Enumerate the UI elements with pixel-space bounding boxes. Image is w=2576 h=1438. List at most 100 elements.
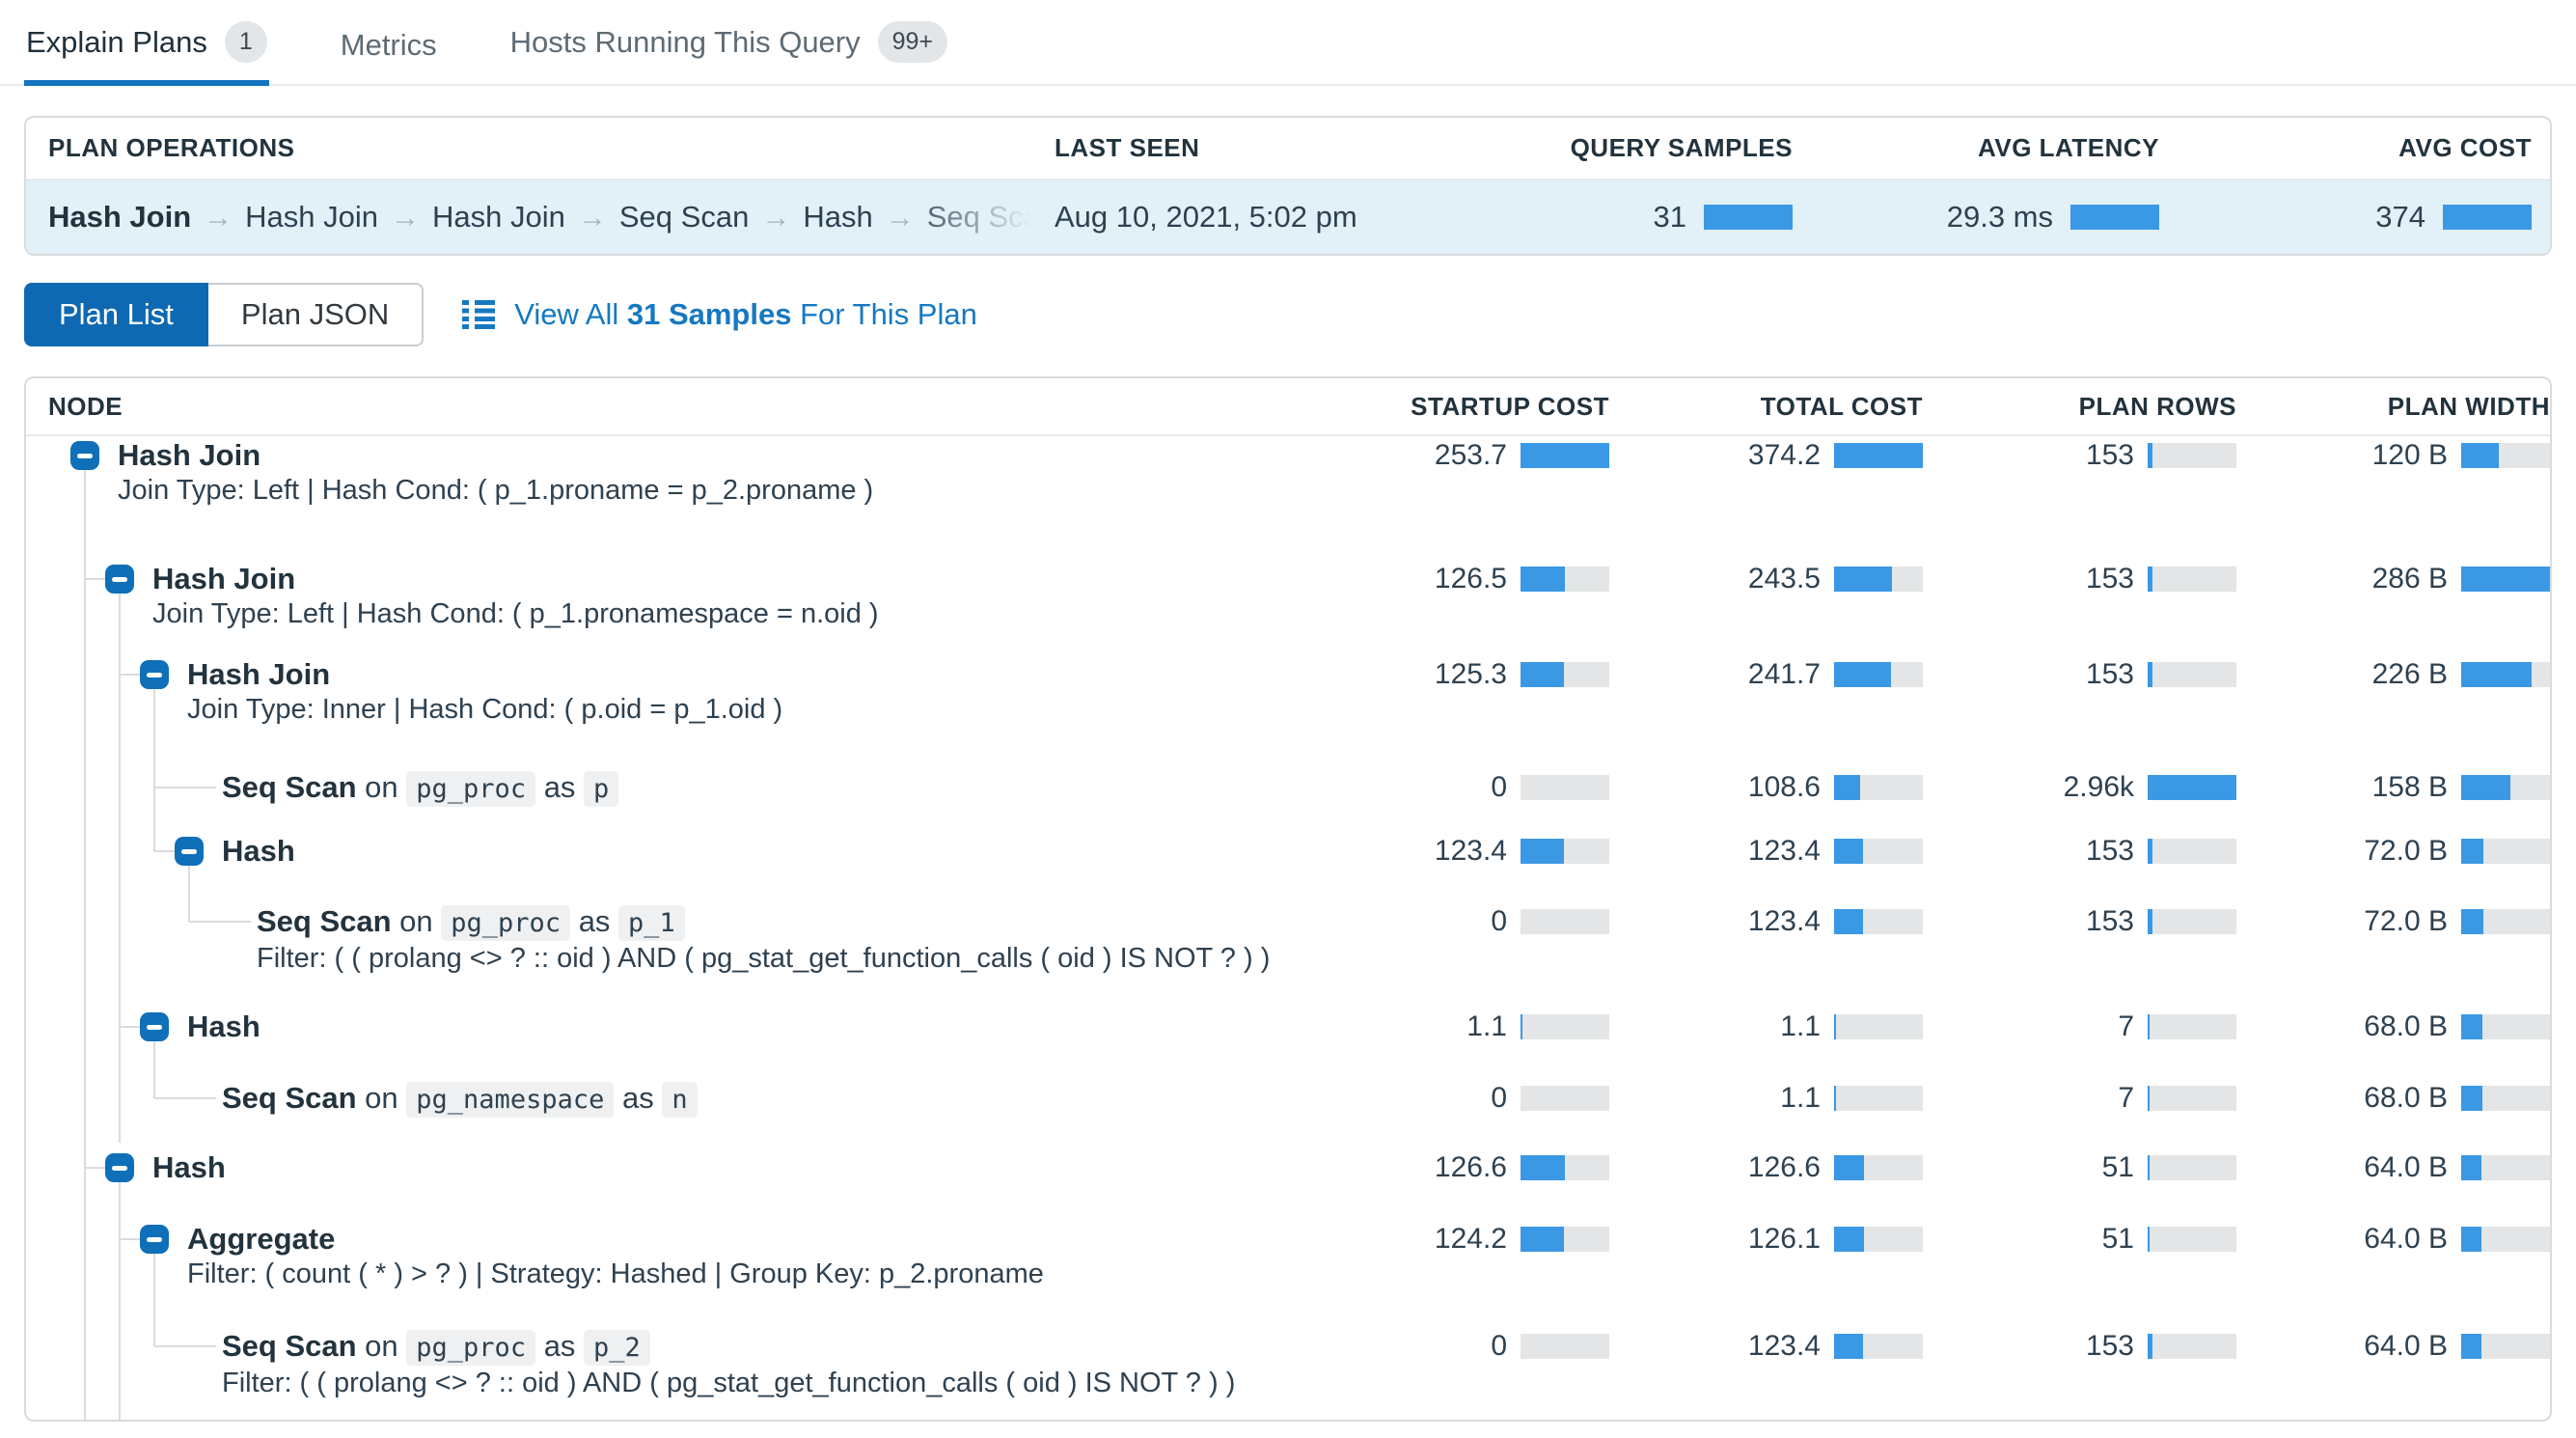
query-samples-value: 31 [1653, 200, 1686, 234]
metric-cell: 0 [1296, 745, 1609, 818]
metric-bar [2148, 775, 2236, 800]
metric-value: 64.0 B [2364, 1151, 2448, 1183]
tab-explain-plans[interactable]: Explain Plans 1 [24, 0, 269, 86]
metric-cell: 0 [1296, 1069, 1609, 1143]
tree-guide-line [119, 745, 121, 818]
tab-hosts-running-label: Hosts Running This Query [509, 24, 861, 59]
node-text-block: Seq Scan on pg_proc as p_1 Filter: ( ( pr… [257, 892, 1296, 978]
metric-bar [1521, 1155, 1609, 1180]
node-title: Seq Scan on pg_proc as p_1 [257, 905, 1296, 941]
table-name-chip: pg_proc [406, 1330, 536, 1366]
node-cell: Hash Join Join Type: Left | Hash Cond: ( … [26, 436, 1296, 529]
metric-value: 123.4 [1747, 1330, 1821, 1362]
metric-cell: 7 [1923, 1004, 2236, 1069]
metric-bar [1834, 1086, 1923, 1111]
tree-connector-line [189, 921, 251, 923]
tab-hosts-running[interactable]: Hosts Running This Query 99+ [508, 0, 949, 86]
plan-summary-row[interactable]: Hash Join → Hash Join → Hash Join → Seq Scan → H… [26, 180, 2550, 254]
metric-cell: 1.1 [1609, 1069, 1923, 1143]
metric-value: 123.4 [1747, 905, 1821, 937]
metric-bar [1834, 909, 1923, 934]
plan-node-row[interactable]: Aggregate Filter: ( count ( * ) > ? ) | S… [26, 1212, 2550, 1320]
metric-bar [1521, 1014, 1609, 1039]
tree-guide-line [153, 1320, 155, 1346]
metric-cell: 68.0 B [2236, 1069, 2550, 1143]
tree-guide-line [119, 892, 121, 1004]
plan-node-row[interactable]: Seq Scan on pg_proc as p_1 Filter: ( ( pr… [26, 892, 2550, 1004]
metric-value: 226 B [2371, 658, 2448, 690]
plan-node-row[interactable]: Hash 126.6 126.6 51 64.0 B [26, 1143, 2550, 1212]
plan-list-button[interactable]: Plan List [24, 283, 208, 346]
collapse-node-icon[interactable] [70, 441, 99, 470]
plan-summary-header-row: PLAN OPERATIONS LAST SEEN QUERY SAMPLES … [26, 118, 2550, 180]
metric-bar [2461, 443, 2550, 468]
plan-node-row[interactable]: Seq Scan on pg_proc as p 0 108.6 2.96k 158 B [26, 745, 2550, 818]
tree-guide-line [153, 745, 155, 818]
plan-operation: Hash Join [432, 200, 565, 234]
metric-value: 123.4 [1747, 835, 1821, 867]
tree-guide-line [153, 675, 155, 745]
node-text-block: Hash Join Join Type: Left | Hash Cond: ( … [152, 529, 1296, 633]
collapse-node-icon[interactable] [105, 565, 134, 594]
metric-cell: 153 [1923, 892, 2236, 1004]
metric-cell: 158 B [2236, 745, 2550, 818]
collapse-node-icon[interactable] [140, 660, 169, 689]
metric-value: 1.1 [1780, 1082, 1821, 1114]
tree-guide-line [84, 1212, 86, 1320]
metric-bar [2148, 662, 2236, 687]
node-filter: Filter: ( ( prolang <> ? :: oid ) AND ( … [257, 943, 1271, 974]
collapse-node-icon[interactable] [140, 1225, 169, 1254]
metric-cell: 0 [1296, 892, 1609, 1004]
metric-cell: 153 [1923, 529, 2236, 641]
plan-node-row[interactable]: Hash 1.1 1.1 7 68.0 B [26, 1004, 2550, 1069]
node-title: Hash Join [118, 438, 261, 472]
metric-bar [1521, 775, 1609, 800]
avg-cost-value: 374 [2375, 200, 2425, 234]
tree-guide-line [153, 1069, 155, 1098]
metric-value: 7 [2118, 1082, 2134, 1114]
avg-cost-bar [2443, 205, 2532, 230]
metric-value: 123.4 [1434, 835, 1507, 867]
plan-node-row[interactable]: Hash Join Join Type: Left | Hash Cond: ( … [26, 436, 2550, 529]
avg-cost-cell: 374 [2159, 200, 2550, 235]
metric-cell: 226 B [2236, 641, 2550, 745]
plan-node-row[interactable]: Seq Scan on pg_proc as p_2 Filter: ( ( pr… [26, 1320, 2550, 1422]
node-text-block: Hash [152, 1143, 1296, 1183]
tree-connector-line [120, 674, 140, 676]
plan-node-row[interactable]: Seq Scan on pg_namespace as n 0 1.1 7 68.0 B [26, 1069, 2550, 1143]
metric-value: 125.3 [1434, 658, 1507, 690]
metric-bar [2461, 1155, 2550, 1180]
plan-node-row[interactable]: Hash Join Join Type: Left | Hash Cond: ( … [26, 529, 2550, 641]
tree-guide-line [84, 456, 86, 529]
metric-cell: 72.0 B [2236, 818, 2550, 892]
alias-chip: p_2 [584, 1330, 650, 1366]
metric-bar [2461, 1227, 2550, 1252]
metric-cell: 51 [1923, 1143, 2236, 1212]
collapse-node-icon[interactable] [140, 1012, 169, 1041]
node-subtitle: Filter: ( count ( * ) > ? ) | Strategy: … [187, 1258, 1044, 1289]
metric-cell: 123.4 [1609, 892, 1923, 1004]
tree-connector-line [85, 578, 105, 580]
metric-value: 0 [1491, 905, 1507, 937]
metric-cell: 123.4 [1296, 818, 1609, 892]
tree-guide-line [188, 892, 190, 922]
arrow-right-icon: → [391, 202, 421, 234]
plan-json-button[interactable]: Plan JSON [207, 283, 425, 346]
collapse-node-icon[interactable] [105, 1153, 134, 1182]
tree-guide-line [153, 1027, 155, 1069]
collapse-node-icon[interactable] [175, 837, 204, 866]
metric-bar [1521, 443, 1609, 468]
node-operation: Seq Scan [222, 1329, 357, 1363]
view-all-samples-link[interactable]: View All 31 Samples For This Plan [462, 297, 977, 332]
metric-value: 241.7 [1747, 658, 1821, 690]
plan-node-row[interactable]: Hash 123.4 123.4 153 72.0 B [26, 818, 2550, 892]
metric-cell: 0 [1296, 1320, 1609, 1422]
plan-node-row[interactable]: Hash Join Join Type: Inner | Hash Cond: (… [26, 641, 2550, 745]
metric-bar [1521, 1227, 1609, 1252]
tab-metrics[interactable]: Metrics [339, 7, 439, 86]
metric-value: 1.1 [1466, 1010, 1507, 1042]
header-avg-latency: AVG LATENCY [1978, 133, 2159, 162]
metric-value: 374.2 [1747, 439, 1821, 471]
metric-bar [2148, 443, 2236, 468]
metric-cell: 153 [1923, 1320, 2236, 1422]
